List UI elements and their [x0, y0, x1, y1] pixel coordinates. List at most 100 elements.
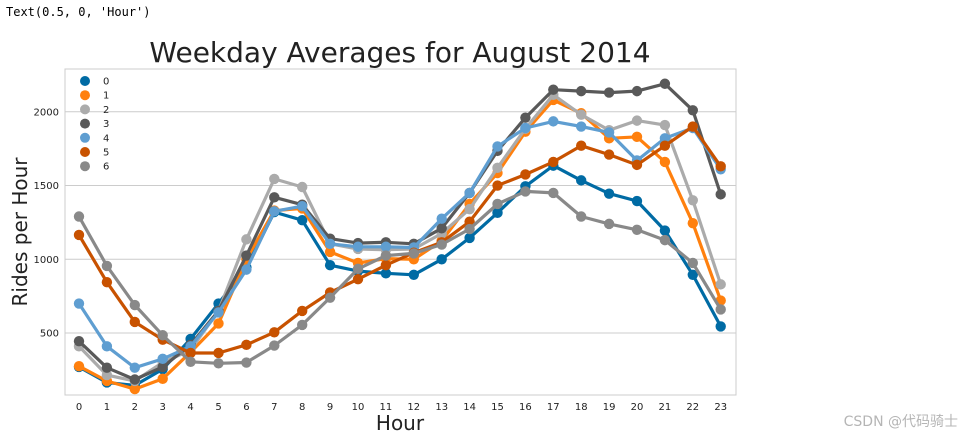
legend: 0 1 2 3 4 5 6: [80, 76, 109, 173]
data-point: [73, 298, 85, 309]
data-point: [576, 140, 587, 151]
data-point: [73, 229, 85, 241]
cell-output-text: Text(0.5, 0, 'Hour'): [6, 5, 151, 19]
x-tick-label: 16: [519, 402, 532, 413]
data-point: [687, 217, 698, 229]
y-tick-label: 500: [40, 329, 59, 340]
data-point: [213, 347, 224, 359]
legend-marker: [80, 90, 90, 101]
data-point: [73, 335, 85, 347]
data-point: [659, 225, 671, 236]
legend-item-2: 2: [80, 104, 109, 116]
legend-marker: [80, 147, 90, 157]
data-point: [576, 211, 587, 222]
data-point: [492, 162, 503, 174]
data-point: [269, 327, 280, 338]
data-point: [687, 257, 698, 269]
data-point: [297, 319, 308, 331]
chart-title: Weekday Averages for August 2014: [149, 36, 650, 69]
data-point: [603, 87, 615, 98]
data-point: [492, 180, 503, 191]
data-point: [241, 357, 252, 368]
data-point: [157, 373, 168, 384]
legend-marker: [80, 132, 90, 143]
data-point: [659, 133, 671, 144]
data-point: [631, 115, 643, 126]
data-point: [73, 361, 85, 372]
data-point: [687, 121, 698, 132]
data-point: [101, 362, 113, 373]
data-point: [715, 161, 726, 172]
x-tick-label: 23: [714, 402, 727, 413]
data-point: [101, 260, 113, 272]
legend-marker: [80, 76, 90, 86]
data-point: [324, 238, 336, 250]
data-point: [464, 216, 475, 227]
x-tick-label: 20: [631, 402, 644, 413]
legend-label: 2: [103, 105, 109, 116]
data-point: [408, 269, 419, 280]
grid-layer: [65, 111, 736, 334]
data-point: [436, 254, 447, 265]
data-point: [603, 188, 615, 199]
x-tick-label: 9: [327, 402, 333, 413]
x-tick-label: 17: [547, 402, 560, 413]
data-point: [213, 318, 224, 329]
data-point: [548, 156, 559, 168]
data-point: [129, 316, 140, 328]
data-point: [241, 264, 252, 275]
x-tick-label: 14: [463, 402, 476, 413]
data-point: [352, 241, 364, 252]
legend-label: 4: [103, 133, 109, 144]
data-point: [520, 112, 531, 123]
data-point: [352, 274, 364, 285]
data-point: [464, 232, 475, 244]
x-axis-label: Hour: [376, 411, 425, 435]
x-tick-label: 1: [104, 402, 110, 413]
data-point: [241, 234, 252, 245]
data-point: [631, 195, 643, 207]
data-point: [436, 239, 447, 250]
data-point: [631, 131, 643, 143]
data-point: [352, 263, 364, 275]
data-point: [324, 259, 336, 271]
data-point: [129, 362, 140, 373]
data-point: [101, 341, 113, 352]
data-point: [269, 206, 280, 217]
y-axis-label: Rides per Hour: [8, 157, 32, 307]
data-point: [687, 195, 698, 206]
data-point: [492, 198, 503, 210]
x-tick-label: 19: [603, 402, 616, 413]
data-point: [380, 241, 392, 252]
data-point: [464, 223, 475, 235]
data-point: [659, 119, 671, 131]
legend-marker: [80, 161, 90, 172]
x-tick-label: 21: [659, 402, 672, 413]
legend-item-0: 0: [80, 76, 109, 88]
x-tick-label: 18: [575, 402, 588, 413]
data-point: [213, 307, 224, 318]
data-point: [269, 192, 280, 203]
data-point: [73, 211, 85, 222]
x-tick-label: 8: [299, 402, 305, 413]
legend-item-6: 6: [80, 161, 109, 173]
data-point: [185, 356, 196, 368]
data-point: [157, 361, 168, 373]
data-point: [380, 268, 392, 279]
series-6: [73, 186, 726, 369]
legend-marker: [80, 118, 90, 129]
data-point: [324, 246, 336, 258]
data-point: [157, 353, 168, 365]
x-tick-label: 2: [132, 402, 138, 413]
x-tick-label: 15: [491, 402, 504, 413]
data-point: [324, 292, 336, 303]
data-point: [715, 304, 726, 315]
data-point: [297, 214, 308, 226]
x-tick-label: 10: [352, 402, 365, 413]
series-5: [73, 121, 726, 359]
data-point: [408, 248, 419, 259]
data-point: [715, 279, 726, 290]
data-point: [520, 169, 531, 180]
